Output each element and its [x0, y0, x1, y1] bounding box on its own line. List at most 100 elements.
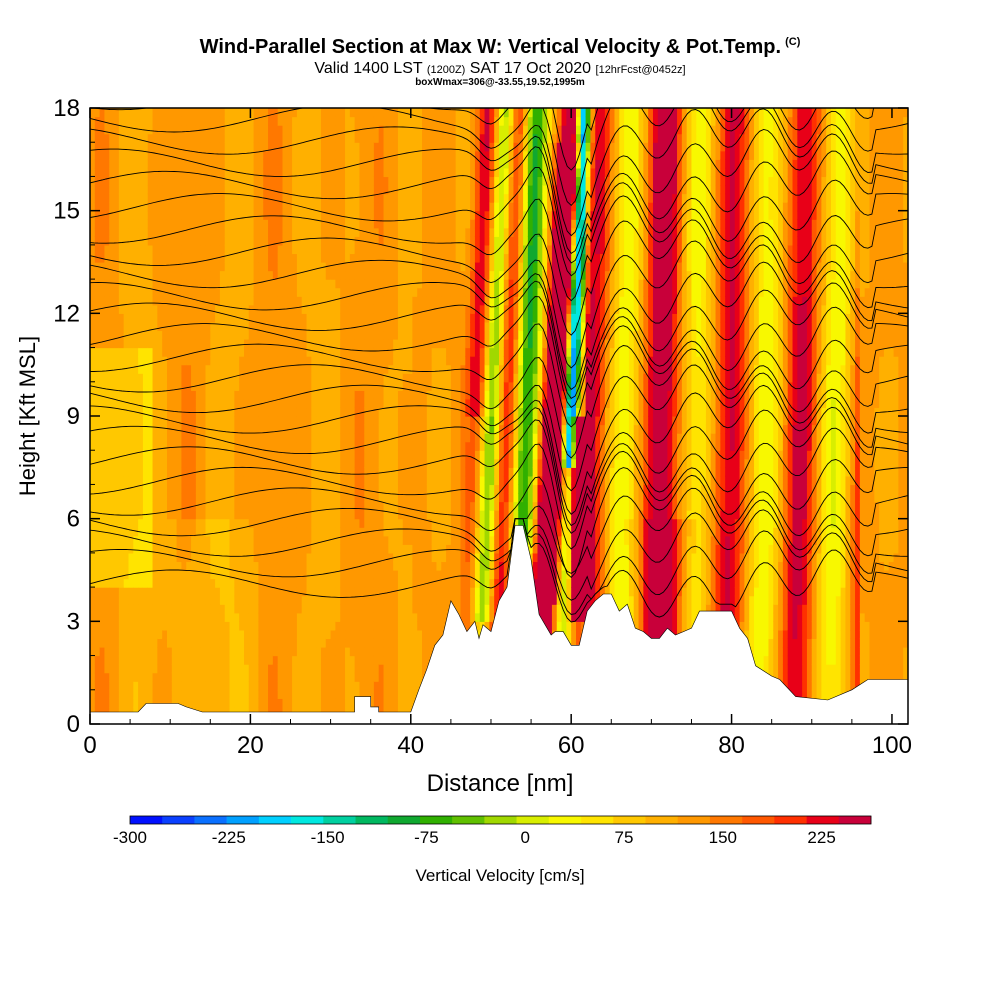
velocity-cell: [378, 347, 385, 357]
velocity-cell: [349, 424, 356, 434]
velocity-cell: [94, 681, 101, 691]
velocity-cell: [191, 313, 197, 323]
velocity-cell: [369, 176, 375, 186]
velocity-cell: [195, 244, 202, 255]
velocity-cell: [306, 407, 312, 417]
velocity-cell: [234, 193, 240, 203]
velocity-cell: [215, 347, 221, 357]
velocity-cell: [186, 664, 192, 674]
velocity-cell: [248, 629, 255, 640]
velocity-cell: [133, 441, 139, 451]
velocity-cell: [364, 398, 370, 409]
velocity-cell: [378, 433, 385, 443]
velocity-cell: [239, 441, 245, 451]
velocity-cell: [354, 510, 361, 520]
velocity-cell: [109, 570, 115, 580]
velocity-cell: [138, 638, 144, 648]
velocity-cell: [142, 202, 149, 212]
velocity-cell: [157, 244, 163, 255]
velocity-cell: [94, 356, 101, 366]
velocity-cell: [162, 510, 168, 520]
velocity-cell: [90, 227, 96, 237]
velocity-cell: [354, 287, 361, 297]
velocity-cell: [325, 210, 332, 220]
velocity-cell: [166, 125, 173, 135]
velocity-cell: [147, 270, 154, 280]
velocity-cell: [258, 689, 264, 699]
velocity-cell: [369, 390, 375, 400]
velocity-cell: [248, 227, 255, 237]
velocity-cell: [402, 253, 409, 263]
velocity-cell: [272, 416, 279, 426]
velocity-cell: [248, 604, 255, 614]
velocity-cell: [277, 270, 284, 280]
velocity-cell: [287, 159, 293, 169]
velocity-cell: [133, 262, 139, 272]
velocity-cell: [301, 347, 308, 357]
velocity-cell: [397, 424, 404, 434]
velocity-cell: [306, 441, 312, 451]
velocity-cell: [306, 689, 312, 699]
velocity-cell: [383, 689, 389, 699]
velocity-cell: [388, 407, 394, 417]
velocity-cell: [316, 356, 322, 366]
velocity-cell: [152, 561, 158, 571]
velocity-cell: [162, 108, 168, 118]
velocity-cell: [412, 390, 418, 400]
velocity-cell: [340, 304, 346, 314]
velocity-cell: [263, 227, 269, 237]
velocity-cell: [215, 193, 221, 203]
velocity-cell: [296, 527, 303, 537]
velocity-cell: [114, 321, 120, 332]
velocity-cell: [393, 210, 399, 220]
velocity-cell: [239, 364, 245, 374]
velocity-cell: [407, 535, 413, 545]
velocity-cell: [306, 612, 312, 622]
velocity-cell: [373, 167, 380, 178]
velocity-cell: [383, 108, 389, 118]
velocity-cell: [272, 570, 279, 580]
velocity-cell: [340, 296, 346, 306]
velocity-cell: [248, 578, 255, 588]
velocity-cell: [205, 604, 211, 614]
velocity-cell: [142, 484, 149, 494]
velocity-cell: [369, 433, 375, 443]
velocity-cell: [191, 193, 197, 203]
velocity-cell: [253, 475, 260, 486]
velocity-cell: [191, 185, 197, 195]
velocity-cell: [166, 253, 173, 263]
velocity-cell: [181, 313, 187, 323]
velocity-cell: [296, 433, 303, 443]
velocity-cell: [219, 390, 226, 400]
velocity-cell: [340, 262, 346, 272]
velocity-cell: [393, 467, 399, 477]
velocity-cell: [369, 621, 375, 631]
velocity-cell: [152, 544, 158, 554]
velocity-cell: [349, 185, 356, 195]
velocity-cell: [253, 150, 260, 160]
velocity-cell: [239, 330, 245, 340]
velocity-cell: [335, 356, 341, 366]
velocity-cell: [311, 125, 317, 135]
velocity-cell: [200, 433, 207, 443]
velocity-cell: [243, 544, 250, 554]
velocity-cell: [397, 706, 404, 717]
velocity-cell: [311, 698, 317, 708]
velocity-cell: [268, 424, 274, 434]
velocity-cell: [171, 493, 178, 503]
velocity-cell: [248, 296, 255, 306]
velocity-cell: [243, 621, 250, 631]
velocity-cell: [200, 638, 207, 648]
velocity-cell: [354, 416, 361, 426]
velocity-cell: [364, 142, 370, 152]
velocity-cell: [397, 535, 404, 545]
velocity-cell: [191, 133, 197, 143]
velocity-cell: [152, 185, 158, 195]
velocity-cell: [224, 433, 231, 443]
velocity-cell: [224, 416, 231, 426]
velocity-cell: [166, 202, 173, 212]
velocity-cell: [359, 638, 365, 648]
velocity-cell: [258, 236, 264, 246]
velocity-cell: [397, 356, 404, 366]
velocity-cell: [373, 150, 380, 160]
